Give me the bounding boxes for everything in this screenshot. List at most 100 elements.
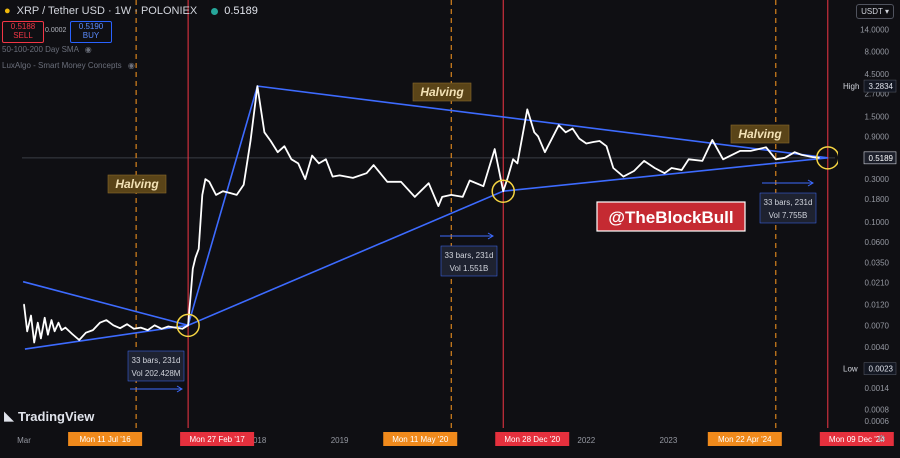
x-date-badge [495,432,570,446]
x-tick-label: 2022 [577,436,595,445]
price-point [526,108,528,111]
tradingview-logo-text: TradingView [18,408,95,424]
price-point [277,151,279,153]
indicator-sma-label: 50-100-200 Day SMA [2,45,79,54]
halving-label: Halving [420,85,464,99]
price-point [229,192,231,194]
measure-bars: 33 bars, 231d [132,356,181,365]
price-point [126,323,128,325]
price-point [153,324,156,326]
buy-label: BUY [82,31,100,40]
price-point [441,196,443,198]
price-point [533,131,535,133]
price-point [701,160,704,162]
currency-label: USDT [861,7,883,16]
price-point [71,333,73,335]
price-point [249,140,252,142]
price-point [181,328,183,330]
price-point [208,181,210,183]
price-point [119,327,121,329]
high-value: 3.2834 [869,82,894,91]
price-point [198,248,200,250]
price-point [54,330,56,332]
x-date-label: Mon 11 Jul '16 [80,435,132,444]
price-point [297,162,299,164]
price-point [502,190,504,192]
price-point [428,182,430,184]
low-label: Low [843,365,858,374]
eye-icon[interactable]: ◉ [84,45,92,54]
measure-box [759,192,817,224]
x-tick-label: 2018 [249,436,267,445]
measure-volume: Vol 202.428M [132,369,181,378]
price-point [784,157,786,159]
current-price-value: 0.5189 [869,154,894,163]
watermark-box [596,201,746,232]
price-point [794,151,796,153]
price-point [681,169,683,171]
price-point [57,322,60,324]
y-tick-label: 0.0210 [865,279,890,288]
y-tick-label: 0.9000 [865,132,890,141]
measure-box [127,350,185,382]
price-point [598,140,601,142]
last-price: 0.5189 [224,5,258,17]
price-point [204,178,207,180]
price-point [92,329,94,331]
y-tick-label: 8.0000 [865,47,890,56]
halving-label-box [730,124,790,144]
price-point [283,145,286,147]
price-point [811,156,813,158]
x-tick-label: 2023 [660,436,678,445]
price-point [564,131,567,133]
y-tick-label: 0.0600 [865,238,890,247]
buy-button[interactable]: 0.5190 BUY [70,21,112,43]
tradingview-logo[interactable]: ◣ TradingView [4,408,94,424]
y-axis-panel [838,0,900,430]
indicator-sma[interactable]: 50-100-200 Day SMA ◉ [2,45,92,54]
price-point [64,327,67,329]
price-point [352,177,354,179]
y-tick-label: 4.5000 [865,70,890,79]
price-point [189,295,192,297]
currency-selector[interactable]: USDT ▾ [856,4,894,19]
measure-volume: Vol 7.755B [769,211,808,220]
indicator-smc-label: LuxAlgo - Smart Money Concepts [2,61,122,70]
price-point [30,314,32,317]
price-point [23,303,25,305]
price-point [414,196,416,198]
price-point [44,317,46,319]
live-status-icon [211,7,219,15]
lower-trendline [24,157,828,350]
x-date-label: Mon 09 Dec '24 [829,435,885,444]
price-point [571,128,574,130]
y-tick-label: 0.0008 [865,406,890,415]
price-point [818,157,820,159]
symbol-icon: ● [4,5,11,17]
settings-icon[interactable]: ⚙ [877,434,886,445]
price-point [400,181,402,183]
y-tick-label: 0.0014 [865,384,890,393]
sell-label: SELL [13,31,33,40]
symbol-title[interactable]: XRP / Tether USD · 1W · POLONIEX [16,5,198,17]
high-label: High [843,82,859,91]
upper-trendline [22,85,828,327]
price-point [605,145,608,147]
buy-price: 0.5190 [78,22,104,31]
price-point [592,141,594,143]
spread-value: 0.0002 [45,27,67,34]
price-point [222,190,224,192]
eye-icon[interactable]: ◉ [127,61,135,70]
x-date-badge [819,432,894,446]
x-date-badge [383,432,458,446]
price-point [633,170,635,172]
y-tick-label: 0.0070 [865,321,890,330]
halving-label: Halving [738,127,782,141]
sell-button[interactable]: 0.5188 SELL [2,21,44,43]
indicator-smc[interactable]: LuxAlgo - Smart Money Concepts ◉ [2,61,135,70]
price-point [372,164,375,166]
price-point [33,341,35,344]
price-point [105,319,108,321]
